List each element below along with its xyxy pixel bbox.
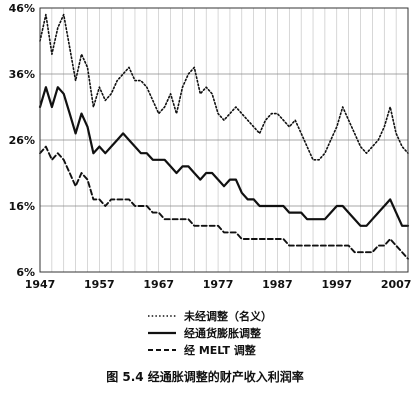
- grid: [40, 7, 409, 273]
- chart-caption: 图 5.4 经通胀调整的财产收入利润率: [106, 369, 304, 384]
- x-tick-label: 1997: [321, 278, 352, 291]
- y-tick-label: 36%: [9, 68, 35, 81]
- y-tick-label: 6%: [16, 266, 35, 279]
- y-tick-label: 26%: [9, 134, 35, 147]
- plot-border: [39, 7, 409, 273]
- x-tick-label: 2007: [381, 278, 412, 291]
- legend-label-2: 经通货膨胀调整: [184, 326, 261, 340]
- series-line-2: [38, 86, 410, 227]
- x-tick-label: 1977: [203, 278, 234, 291]
- x-tick-label: 1957: [84, 278, 115, 291]
- legend-label-1: 未经调整（名义）: [183, 309, 272, 323]
- y-tick-label: 16%: [9, 200, 35, 213]
- legend-label-3: 经 MELT 调整: [184, 343, 256, 357]
- series-line-3: [39, 145, 409, 260]
- series-layer: [38, 13, 410, 260]
- axes: 6% 16% 26% 36% 46% 1947 1957 1967 1977 1987 1997 20…: [9, 2, 412, 291]
- x-tick-label: 1947: [25, 278, 56, 291]
- x-tick-label: 1987: [262, 278, 293, 291]
- x-tick-label: 1967: [143, 278, 174, 291]
- y-tick-label: 46%: [9, 2, 35, 15]
- series-line-1: [39, 13, 409, 161]
